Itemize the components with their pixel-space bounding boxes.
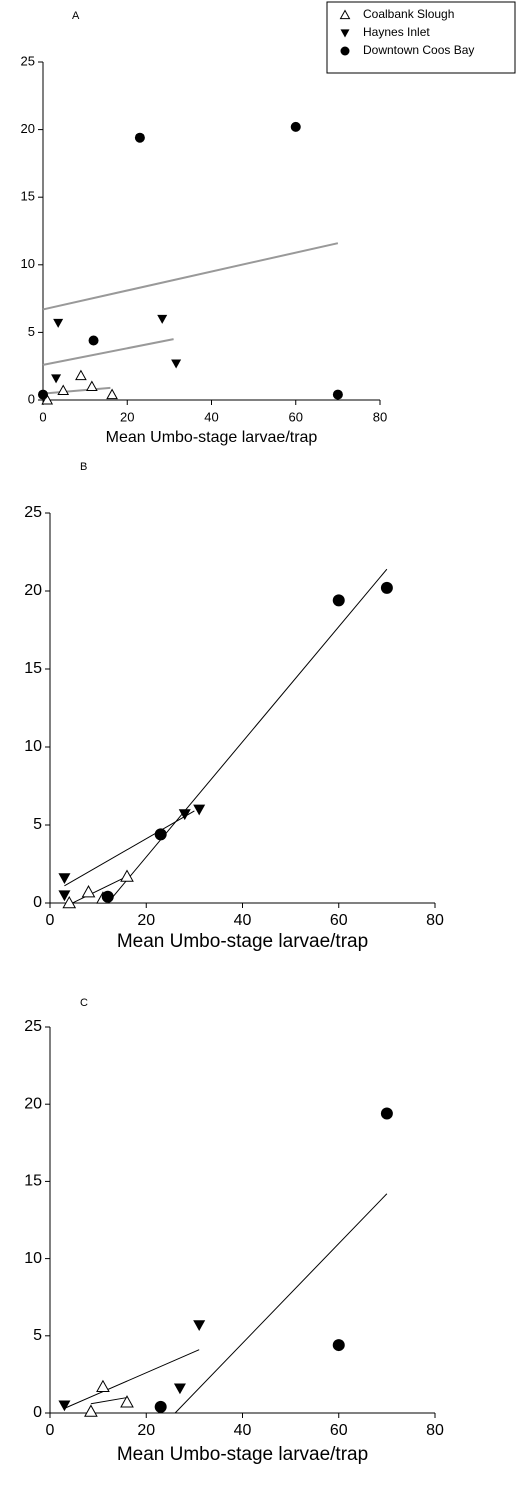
fit-line [64, 1349, 200, 1409]
marker [339, 9, 351, 20]
y-tick-label: 25 [24, 504, 42, 521]
y-tick-label: 0 [33, 894, 42, 911]
legend-label: Downtown Coos Bay [363, 43, 474, 57]
x-tick-label: 80 [426, 912, 444, 929]
y-tick-label: 20 [24, 582, 42, 599]
panel-label: C [80, 997, 88, 1009]
y-tick-label: 10 [24, 1250, 42, 1267]
marker [332, 1339, 345, 1352]
x-tick-label: 40 [234, 912, 252, 929]
marker [178, 809, 191, 821]
legend-label: Coalbank Slough [363, 7, 454, 21]
x-tick-label: 0 [46, 1422, 55, 1439]
marker [53, 318, 64, 328]
x-tick-label: 60 [330, 1422, 348, 1439]
marker [38, 389, 48, 400]
marker [62, 895, 77, 909]
y-tick-label: 25 [21, 53, 35, 68]
marker [58, 873, 71, 885]
panel-label: A [72, 10, 80, 22]
marker [173, 1383, 186, 1395]
x-axis-label: Mean Umbo-stage larvae/trap [106, 429, 318, 446]
y-tick-label: 10 [24, 738, 42, 755]
marker [380, 1107, 393, 1120]
y-tick-label: 0 [33, 1404, 42, 1421]
marker [340, 46, 350, 56]
marker [332, 389, 343, 400]
marker [171, 359, 182, 369]
marker [380, 581, 393, 594]
x-axis-label: Mean Umbo-stage larvae/trap [117, 1444, 368, 1465]
x-tick-label: 20 [120, 409, 134, 424]
legend-label: Haynes Inlet [363, 25, 430, 39]
y-tick-label: 15 [21, 189, 35, 204]
marker [57, 384, 70, 396]
fit-line [47, 386, 111, 395]
marker [84, 1404, 98, 1417]
fit-line [42, 338, 174, 366]
x-tick-label: 80 [426, 1422, 444, 1439]
x-tick-label: 0 [46, 912, 55, 929]
y-tick-label: 15 [24, 660, 42, 677]
legend: Coalbank Slough Haynes Inlet Downtown Coos… [326, 1, 516, 74]
y-tick-label: 15 [24, 1173, 42, 1190]
x-tick-label: 0 [39, 409, 46, 424]
y-tick-label: 10 [21, 256, 35, 271]
marker [120, 1395, 134, 1408]
marker [106, 388, 118, 400]
marker [193, 1320, 206, 1331]
marker [51, 374, 62, 384]
marker [154, 1400, 167, 1413]
fit-line [42, 242, 339, 311]
marker [81, 885, 96, 898]
marker [290, 121, 301, 132]
marker [120, 869, 134, 882]
x-tick-label: 60 [330, 912, 348, 929]
marker [58, 890, 71, 902]
marker [193, 804, 206, 816]
x-axis-label: Mean Umbo-stage larvae/trap [117, 931, 368, 952]
panel-label: B [80, 461, 87, 473]
marker [75, 369, 87, 381]
marker [134, 132, 145, 143]
marker [58, 1400, 71, 1412]
fit-line [90, 1397, 128, 1405]
marker [154, 828, 167, 841]
y-tick-label: 5 [28, 324, 35, 339]
y-tick-label: 0 [28, 391, 35, 406]
y-tick-label: 5 [33, 816, 42, 833]
fit-line [107, 568, 388, 904]
legend-box [326, 1, 516, 74]
marker [340, 29, 350, 38]
x-tick-label: 80 [373, 409, 387, 424]
x-tick-label: 20 [137, 1422, 155, 1439]
x-tick-label: 20 [137, 912, 155, 929]
marker [41, 393, 54, 405]
x-tick-label: 40 [234, 1422, 252, 1439]
fit-line [174, 1193, 388, 1414]
marker [86, 380, 98, 391]
marker [157, 314, 168, 324]
fit-line [69, 876, 128, 906]
y-tick-label: 20 [21, 121, 35, 136]
x-tick-label: 60 [289, 409, 303, 424]
x-tick-label: 40 [204, 409, 218, 424]
marker [101, 890, 114, 903]
y-tick-label: 25 [24, 1018, 42, 1035]
fit-line [64, 810, 195, 887]
marker [88, 335, 99, 346]
y-tick-label: 20 [24, 1095, 42, 1112]
marker [332, 594, 345, 607]
y-tick-label: 5 [33, 1327, 42, 1344]
marker [96, 1379, 110, 1393]
